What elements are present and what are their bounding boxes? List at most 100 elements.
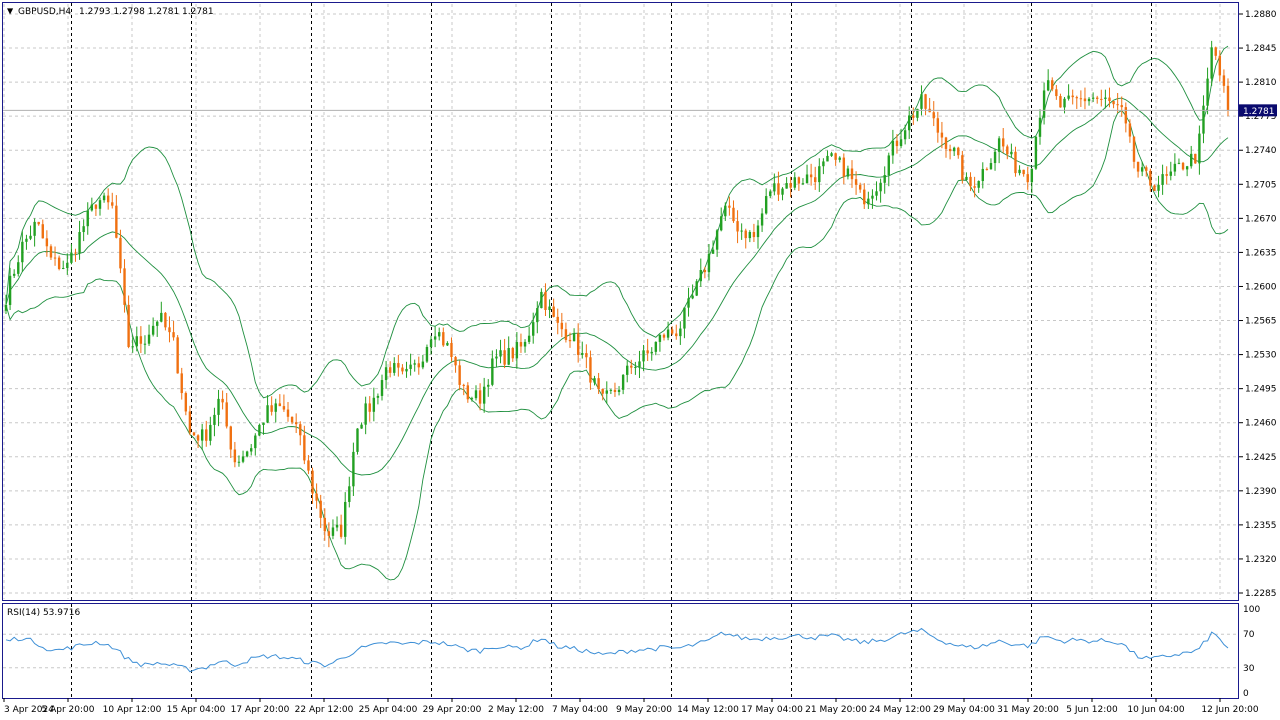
price-tick-label: 1.2880 [1245,10,1277,20]
bollinger-lower [5,109,1229,581]
candle-body [613,389,617,393]
candle-body [720,216,723,231]
candle-body [858,184,862,190]
time-tick-label: 22 Apr 12:00 [295,705,354,715]
rsi-grid [3,633,1239,669]
candle-body [123,268,126,305]
candle-body [49,246,53,258]
candle-body [21,241,24,263]
candle-body [883,175,886,183]
candle-body [736,221,739,232]
candle-body [307,460,310,471]
time-tick-label: 25 Apr 04:00 [359,705,418,715]
current-price-label: 1.2781 [1243,107,1275,117]
candle-body [352,451,355,487]
candle-body [143,343,147,345]
candle-body [854,179,858,185]
rsi-line [5,627,1229,673]
candle-body [323,517,326,532]
candle-body [262,422,265,425]
candle-body [1051,80,1054,90]
candle-body [687,298,690,308]
candle-body [1046,80,1050,91]
candle-body [1063,98,1066,108]
candle-body [180,373,183,394]
bollinger-middle [5,97,1229,476]
candle-body [1153,185,1156,191]
candle-body [752,232,756,238]
candle-body [356,428,359,452]
rsi-tick-label: 30 [1243,664,1255,674]
candle-body [442,332,445,346]
candle-body [478,390,482,404]
rsi-tick-label: 100 [1243,605,1260,615]
candle-body [997,138,1001,152]
candle-body [364,403,367,425]
candle-body [1206,78,1209,106]
candle-body [192,432,196,436]
candle-body [1198,133,1201,164]
candle-body [822,161,825,167]
candle-body [818,166,821,183]
candle-body [1018,169,1021,174]
price-tick-label: 1.2495 [1245,385,1277,395]
candle-body [777,183,780,195]
candle-body [666,329,670,338]
candle-body [37,221,40,225]
price-axis[interactable]: 1.2880 1.2845 1.2810 1.2775 1.2740 1.2705 1.26… [1239,10,1277,599]
candle-body [560,322,564,330]
time-tick-label: 21 May 20:00 [805,705,867,715]
candle-body [151,325,155,335]
price-pane[interactable]: ▼ GBPUSD,H4 1.2793 1.2798 1.2781 1.2781 … [2,2,1278,601]
candle-body [82,226,85,233]
candle-body [1079,98,1083,100]
candle-body [871,195,874,199]
candle-body [740,230,743,232]
candle-body [576,333,580,355]
candle-body [1034,136,1038,169]
candle-body [245,451,249,457]
candle-body [940,132,944,138]
candle-body [1038,117,1042,137]
candle-body [41,224,44,239]
candle-body [417,363,420,368]
candle-body [846,168,850,177]
candle-body [111,202,114,206]
candle-body [993,151,997,164]
candle-body [405,368,408,372]
candle-body [1116,104,1119,106]
candle-body [258,424,261,436]
candle-body [707,253,711,273]
candle-body [454,357,457,366]
candle-body [135,336,138,347]
candle-body [1120,105,1123,108]
candle-body [94,204,98,209]
candle-body [270,405,273,412]
candle-body [278,403,282,407]
candle-body [1149,170,1152,186]
candle-body [985,168,989,170]
candle-body [916,108,919,118]
ohlc-label: 1.2793 1.2798 1.2781 1.2781 [79,7,214,17]
candle-body [388,367,392,373]
candle-body [17,262,20,274]
candle-body [597,378,600,389]
candle-body [102,195,106,201]
candle-body [393,363,396,373]
rsi-pane[interactable]: RSI(14) 53.9716 100 70 30 0 [2,603,1261,700]
candle-body [1108,97,1111,102]
candle-body [662,334,666,338]
candle-body [581,353,584,355]
menu-triangle-icon[interactable]: ▼ [7,7,14,16]
candle-body [1177,162,1181,164]
candle-body [593,378,596,383]
rsi-axis[interactable]: 100 70 30 0 [1243,605,1260,699]
candle-body [225,402,228,427]
candle-body [1055,89,1058,97]
candle-body [944,137,948,149]
candle-body [626,365,629,375]
candle-body [106,195,110,203]
candle-body [450,342,453,358]
